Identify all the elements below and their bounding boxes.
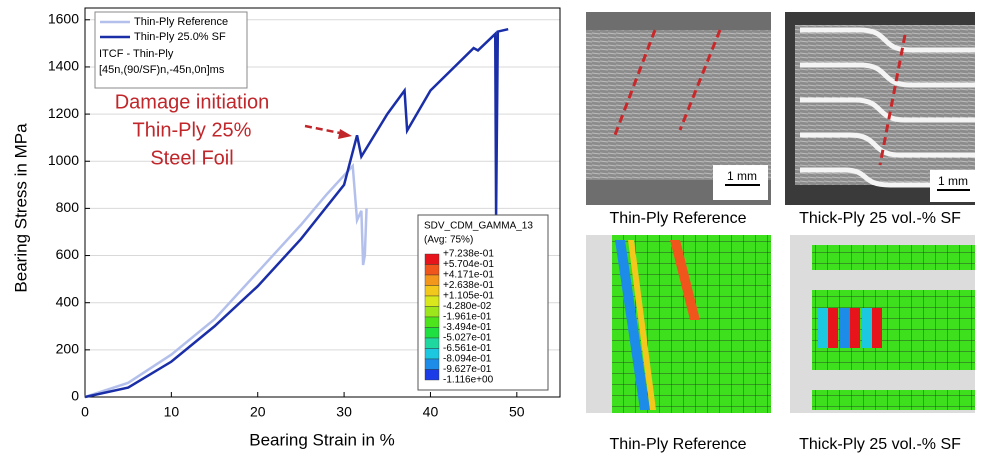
contour-swatch: [424, 348, 440, 360]
contour-label: +7.238e-01: [443, 249, 494, 260]
contour-swatch: [424, 327, 440, 339]
caption: Thick-Ply 25 vol.-% SF: [799, 436, 961, 453]
y-tick-label: 800: [56, 199, 80, 215]
fe-thin: [586, 235, 771, 413]
caption: Thin-Ply Reference: [610, 210, 747, 227]
contour-swatch: [424, 358, 440, 370]
x-tick-label: 30: [336, 404, 352, 420]
contour-swatch: [424, 253, 440, 265]
legend-label: Thin-Ply Reference: [134, 16, 228, 28]
contour-label: +5.704e-01: [443, 259, 494, 270]
contour-legend-subtitle: (Avg: 75%): [424, 235, 473, 246]
contour-legend-title: SDV_CDM_GAMMA_13: [424, 221, 533, 232]
contour-label: -3.494e-01: [443, 322, 492, 333]
caption: Thin-Ply Reference: [610, 436, 747, 453]
contour-label: -5.027e-01: [443, 333, 492, 344]
x-axis-title: Bearing Strain in %: [249, 430, 395, 449]
y-tick-label: 200: [56, 341, 80, 357]
contour-swatch: [424, 274, 440, 286]
contour-label: -9.627e-01: [443, 364, 492, 375]
contour-legend-box: [417, 214, 549, 391]
contour-swatch: [424, 369, 440, 381]
x-tick-label: 10: [164, 404, 180, 420]
plot-frame: [84, 7, 561, 398]
contour-swatch: [424, 306, 440, 318]
contour-swatch: [424, 316, 440, 328]
annotation: Damage initiation: [115, 91, 270, 113]
x-tick-label: 40: [423, 404, 439, 420]
legend-label: Thin-Ply 25.0% SF: [134, 31, 226, 43]
scale-bar-label: 1 mm: [727, 169, 757, 183]
contour-swatch: [424, 337, 440, 349]
legend-note: [45n,(90/SF)n,-45n,0n]ms: [99, 64, 225, 76]
arrow-head: [338, 129, 352, 139]
contour-swatch: [424, 295, 440, 307]
y-tick-label: 400: [56, 293, 80, 309]
contour-label: -6.561e-01: [443, 343, 492, 354]
y-tick-label: 1200: [48, 105, 79, 121]
legend-note: ITCF - Thin-Ply: [99, 48, 174, 60]
scale-bar-label: 1 mm: [938, 174, 968, 188]
caption: Thick-Ply 25 vol.-% SF: [799, 210, 961, 227]
line: [84, 27, 509, 399]
annotation: Thin-Ply 25%: [133, 119, 252, 141]
contour-label: -8.094e-01: [443, 354, 492, 365]
fe-thick: [790, 235, 975, 413]
annotation: Steel Foil: [150, 147, 233, 169]
y-tick-label: 1000: [48, 152, 79, 168]
contour-label: -1.961e-01: [443, 312, 492, 323]
contour-swatch: [424, 264, 440, 276]
contour-label: -4.280e-02: [443, 301, 492, 312]
y-tick-label: 1400: [48, 58, 79, 74]
y-axis-title: Bearing Stress in MPa: [11, 123, 30, 293]
y-tick-label: 0: [71, 388, 79, 404]
x-tick-label: 50: [509, 404, 525, 420]
photo-thin: 1 mm: [586, 12, 771, 205]
x-tick-label: 20: [250, 404, 266, 420]
arrow: [304, 124, 346, 136]
contour-swatch: [424, 285, 440, 297]
legend-box: [94, 11, 248, 89]
x-tick-label: 0: [81, 404, 89, 420]
y-tick-label: 600: [56, 246, 80, 262]
contour-label: +4.171e-01: [443, 270, 494, 281]
contour-label: -1.116e+00: [443, 375, 494, 386]
y-tick-label: 1600: [48, 10, 79, 26]
contour-label: +1.105e-01: [443, 291, 494, 302]
photo-thick: 1 mm: [785, 12, 975, 205]
contour-label: +2.638e-01: [443, 280, 494, 291]
line: [84, 162, 368, 399]
